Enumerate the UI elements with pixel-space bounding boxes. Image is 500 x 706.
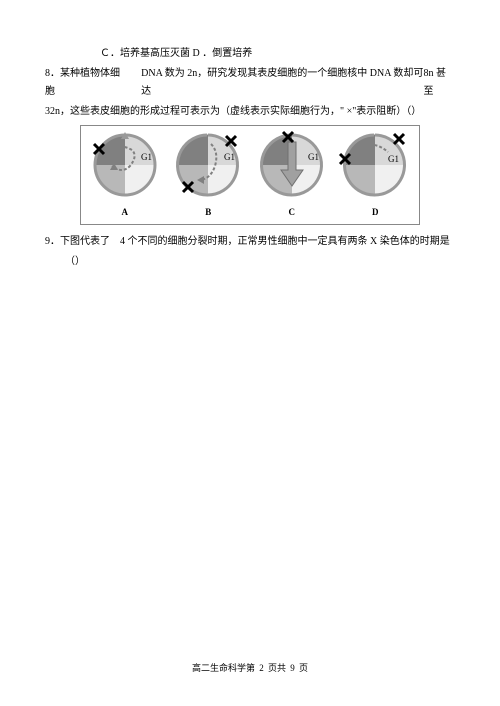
footer-page-current: 2 [259,663,264,673]
label-b: B [205,204,211,220]
question-9-line2: （） [45,253,455,271]
cell-b-svg: G1 [171,130,245,200]
cell-a: G1 A [88,130,162,220]
figure-8: G1 A G1 B [80,125,420,225]
q8-part-b: DNA 数为 2n，研究发现其表皮细胞的一个细胞核中 DNA 数却可达 [141,65,423,101]
svg-text:G1: G1 [224,152,235,162]
cell-d-svg: G1 [338,130,412,200]
option-c-line: Ｃ．培养基高压灭菌 D ．倒置培养 [45,45,455,63]
question-8-line1: 8．某种植物体细胞 DNA 数为 2n，研究发现其表皮细胞的一个细胞核中 DNA… [45,65,455,101]
page-footer: 高二生命科学第 2 页共 9 页 [0,660,500,676]
svg-text:G1: G1 [388,154,399,164]
svg-text:G1: G1 [141,152,152,162]
footer-page-total: 9 [290,663,295,673]
cell-c-svg: G1 [255,130,329,200]
question-8-line2: 32n，这些表皮细胞的形成过程可表示为（虚线表示实际细胞行为，" ×"表示阻断）… [45,103,455,121]
label-d: D [372,204,379,220]
cell-d: G1 D [338,130,412,220]
footer-text-e: 页 [299,663,308,673]
svg-text:G1: G1 [308,152,319,162]
q8-part-a: 8．某种植物体细胞 [45,65,127,101]
q8-part-c: 8n 甚至 [424,65,455,101]
label-a: A [122,204,129,220]
footer-text-a: 高二生命科学第 [192,663,255,673]
question-9-line1: 9．下图代表了 4 个不同的细胞分裂时期，正常男性细胞中一定具有两条 X 染色体… [45,233,455,251]
footer-text-c: 页共 [268,663,286,673]
label-c: C [289,204,296,220]
cell-c: G1 C [255,130,329,220]
cell-a-svg: G1 [88,130,162,200]
cell-b: G1 B [171,130,245,220]
